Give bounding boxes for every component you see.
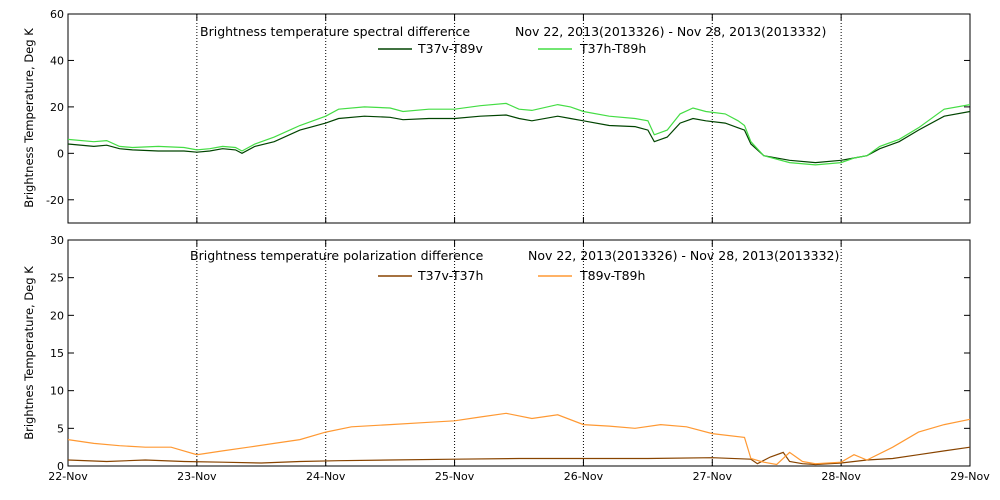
y-tick-label: 10	[50, 385, 64, 398]
x-tick-label: 23-Nov	[177, 470, 217, 483]
spectral-legend: T37v-T89v T37h-T89h	[378, 41, 646, 56]
x-tick-label: 22-Nov	[48, 470, 88, 483]
y-tick-label: 0	[57, 147, 64, 160]
x-tick-label: 29-Nov	[950, 470, 990, 483]
spectral-y-axis-label: Brightness Temperature, Deg K	[22, 28, 36, 208]
x-tick-label: 27-Nov	[693, 470, 733, 483]
polarization-series	[67, 412, 971, 466]
x-tick-label: 26-Nov	[564, 470, 604, 483]
polarization-grid	[67, 240, 971, 466]
y-tick-label: 40	[50, 54, 64, 67]
y-tick-label: 60	[50, 8, 64, 21]
x-tick-label: 28-Nov	[821, 470, 861, 483]
y-tick-label: 5	[57, 422, 64, 435]
spectral-date-range: Nov 22, 2013(2013326) - Nov 28, 2013(201…	[515, 24, 826, 39]
spectral-title: Brightness temperature spectral differen…	[200, 24, 470, 39]
polarization-y-axis-label: Brightnes Temperature, Deg K	[22, 266, 36, 440]
spectral-plot-frame	[67, 13, 971, 224]
legend-label-t37h-t89h: T37h-T89h	[579, 41, 646, 56]
series-line-t37h-t89h	[67, 102, 971, 166]
x-tick-label: 24-Nov	[306, 470, 346, 483]
y-tick-label: -20	[46, 194, 64, 207]
series-line-t89v-t89h	[67, 412, 971, 466]
legend-label-t89v-t89h: T89v-T89h	[579, 268, 645, 283]
y-tick-label: 20	[50, 101, 64, 114]
legend-label-t37v-t37h: T37v-T37h	[417, 268, 483, 283]
polarization-difference-panel: 0 5 10 15 20 25 30 22-Nov 23-Nov 24-Nov 25-Nov 26-…	[22, 234, 990, 483]
x-tick-label: 25-Nov	[435, 470, 475, 483]
y-tick-label: 0	[57, 460, 64, 473]
series-line-t37v-t37h	[67, 446, 971, 466]
series-line-t37v-t89v	[67, 110, 971, 164]
y-tick-label: 25	[50, 272, 64, 285]
legend-label-t37v-t89v: T37v-T89v	[417, 41, 484, 56]
polarization-date-range: Nov 22, 2013(2013326) - Nov 28, 2013(201…	[528, 248, 839, 263]
y-tick-label: 30	[50, 234, 64, 247]
y-tick-label: 15	[50, 347, 64, 360]
polarization-legend: T37v-T37h T89v-T89h	[378, 268, 645, 283]
spectral-series	[67, 102, 971, 166]
spectral-y-ticks: -20 0 20 40 60	[46, 8, 970, 207]
x-axis-date-ticks: 22-Nov 23-Nov 24-Nov 25-Nov 26-Nov 27-Nov 28-N…	[48, 470, 990, 483]
polarization-y-ticks: 0 5 10 15 20 25 30	[50, 234, 970, 473]
polarization-title: Brightness temperature polarization diff…	[190, 248, 484, 263]
y-tick-label: 20	[50, 309, 64, 322]
spectral-difference-panel: -20 0 20 40 60 Brightness temperature spectr…	[22, 8, 971, 224]
spectral-grid	[67, 14, 971, 223]
polarization-plot-frame	[67, 239, 971, 467]
